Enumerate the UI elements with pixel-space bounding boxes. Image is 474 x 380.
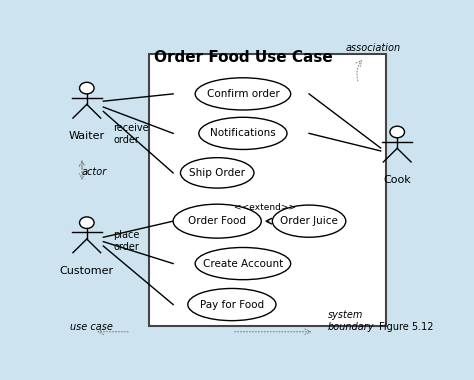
Circle shape [80,82,94,94]
Text: Ship Order: Ship Order [189,168,245,178]
Ellipse shape [181,158,254,188]
Text: Confirm order: Confirm order [207,89,279,99]
Circle shape [390,126,404,138]
Text: use case: use case [70,322,113,332]
Text: receive
order: receive order [114,124,149,145]
Text: Figure 5.12: Figure 5.12 [379,322,433,332]
Ellipse shape [188,288,276,321]
Ellipse shape [195,247,291,280]
Text: Cook: Cook [383,175,411,185]
Circle shape [80,217,94,228]
Ellipse shape [199,117,287,149]
Text: Order Food: Order Food [188,216,246,226]
Text: <<extend>>: <<extend>> [234,203,296,212]
Text: Order Food Use Case: Order Food Use Case [154,50,332,65]
Text: Waiter: Waiter [69,131,105,141]
Text: Customer: Customer [60,266,114,276]
Bar [149,54,386,326]
Text: association: association [346,43,401,53]
Text: Create Account: Create Account [203,258,283,269]
Ellipse shape [195,78,291,110]
Text: Notifications: Notifications [210,128,276,138]
Text: system
boundary: system boundary [328,310,374,332]
Ellipse shape [173,204,261,238]
Text: actor: actor [82,167,107,177]
Text: Pay for Food: Pay for Food [200,299,264,310]
Text: place
order: place order [114,230,140,252]
Text: Order Juice: Order Juice [280,216,338,226]
Ellipse shape [272,205,346,237]
